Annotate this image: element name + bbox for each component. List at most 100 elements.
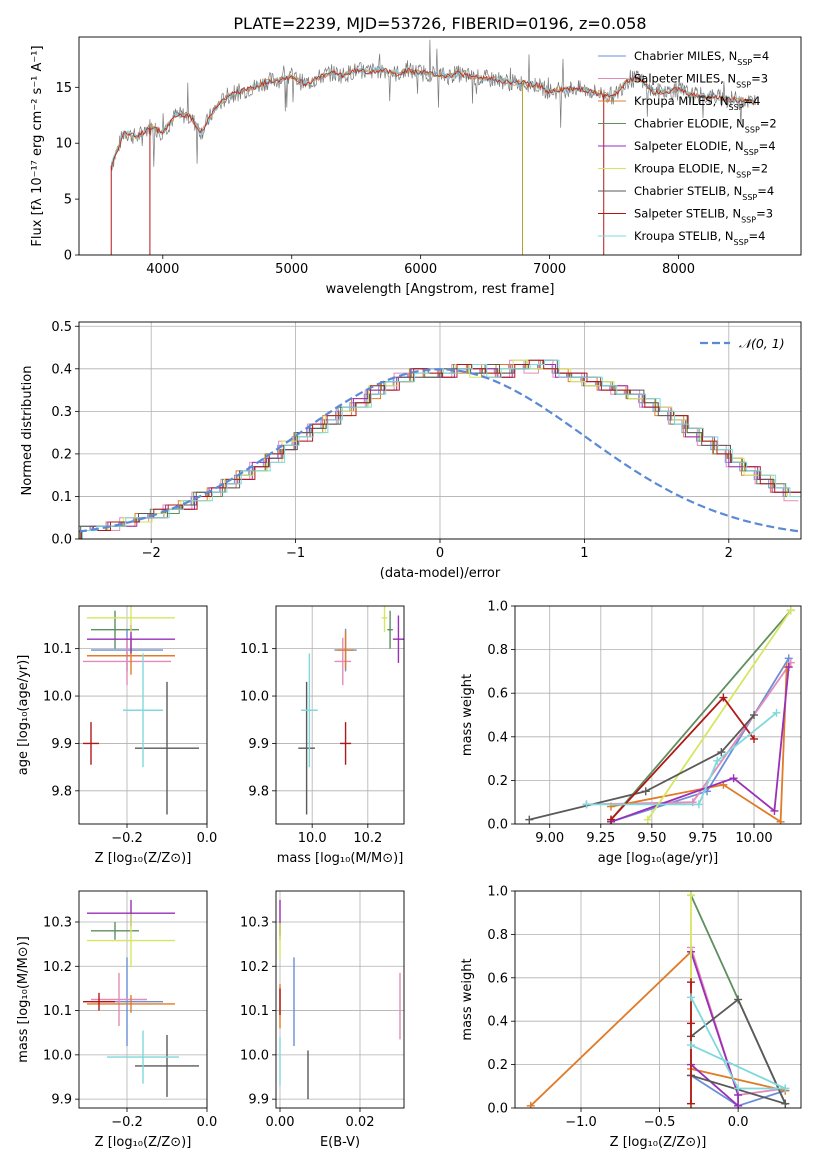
panel-mass-vs-Z: −0.2 0.0 9.9 10.0 10.1 10.2 10.3 Z [log₁₀(Z/Z⊙)… bbox=[16, 890, 218, 1150]
model-spectrum bbox=[110, 67, 757, 167]
data-point bbox=[123, 653, 163, 768]
model-spectrum bbox=[111, 67, 757, 165]
y-tick-label: 5 bbox=[64, 193, 72, 208]
y-tick-label: 9.9 bbox=[51, 737, 72, 752]
axes-frame bbox=[514, 605, 802, 825]
panel-mass-vs-EBV: 0.00 0.02 9.9 10.0 10.1 10.2 10.3 E(B-V) bbox=[240, 890, 405, 1150]
series-marker bbox=[643, 815, 652, 824]
y-tick-label: 10.3 bbox=[240, 916, 269, 931]
legend-entry: 𝒩(0, 1) bbox=[739, 336, 785, 351]
data-point bbox=[91, 972, 147, 1027]
x-tick-label: 9.00 bbox=[535, 831, 564, 846]
x-tick-label: 10.00 bbox=[735, 831, 772, 846]
panel-spectrum: 4000 5000 6000 7000 8000 0 5 10 15 Chabrier MILES… bbox=[30, 36, 802, 297]
y-tick-label: 0.8 bbox=[487, 928, 508, 943]
data-point bbox=[334, 637, 352, 686]
panel-age-vs-mass: 10.0 10.2 9.8 9.9 10.0 10.1 mass [log₁₀(M/M⊙)] bbox=[240, 605, 405, 866]
x-tick-label: 10.2 bbox=[353, 831, 382, 846]
observed-spectrum bbox=[110, 39, 756, 171]
y-tick-label: 0 bbox=[64, 249, 72, 264]
y-tick-label: 10.1 bbox=[43, 1004, 72, 1019]
x-axis-label: Z [log₁₀(Z/Z⊙)] bbox=[95, 1135, 192, 1150]
x-tick-label: −1.0 bbox=[565, 1115, 597, 1130]
y-tick-label: 0.5 bbox=[51, 320, 72, 335]
series-marker bbox=[781, 1084, 790, 1093]
x-tick-label: 8000 bbox=[662, 262, 695, 277]
y-axis-label: Normed distribution bbox=[20, 366, 35, 496]
y-tick-label: 10.1 bbox=[240, 1004, 269, 1019]
legend-entry: Chabrier MILES, NSSP=4 bbox=[634, 49, 769, 67]
y-tick-label: 0.0 bbox=[51, 533, 72, 548]
y-tick-label: 0.4 bbox=[51, 362, 72, 377]
data-point bbox=[135, 681, 199, 815]
y-tick-label: 0.4 bbox=[487, 730, 508, 745]
panel-weight-vs-Z: −1.0 −0.5 0.0 0.0 0.2 0.4 0.6 0.8 1.0 Z [log₁₀(Z/… bbox=[460, 885, 802, 1150]
legend-entry: Chabrier ELODIE, NSSP=2 bbox=[634, 117, 777, 135]
y-tick-label: 0.1 bbox=[51, 490, 72, 505]
series-marker bbox=[687, 1041, 695, 1050]
legend-entry: Salpeter ELODIE, NSSP=4 bbox=[634, 139, 776, 157]
series-marker bbox=[734, 1084, 743, 1093]
x-axis-label: age [log₁₀(age/yr)] bbox=[598, 851, 719, 866]
data-point bbox=[340, 722, 352, 765]
figure-title: PLATE=2239, MJD=53726, FIBERID=0196, z=0… bbox=[233, 14, 646, 33]
series-marker bbox=[687, 891, 695, 900]
panel-weight-vs-age: 9.00 9.25 9.50 9.75 10.00 0.0 0.2 0.4 0.6 0.8 1.0 a… bbox=[460, 600, 802, 866]
axes-frame bbox=[275, 890, 405, 1109]
weight-series-line bbox=[586, 712, 778, 806]
series-marker bbox=[784, 663, 793, 672]
x-tick-label: 0.0 bbox=[197, 1115, 218, 1130]
series-marker bbox=[776, 817, 785, 824]
x-tick-label: 1 bbox=[580, 546, 588, 561]
y-tick-label: 9.8 bbox=[51, 784, 72, 799]
x-tick-label: 9.50 bbox=[637, 831, 666, 846]
series-marker bbox=[750, 711, 759, 719]
panel-residuals: −2 −1 0 1 2 0.0 0.1 0.2 0.3 0.4 0.5 𝒩(0, 1) (data-mo… bbox=[20, 320, 802, 581]
series-marker bbox=[687, 1019, 695, 1028]
y-tick-label: 15 bbox=[55, 81, 72, 96]
x-tick-label: 7000 bbox=[533, 262, 566, 277]
legend-entry: Chabrier STELIB, NSSP=4 bbox=[634, 184, 774, 202]
data-point bbox=[83, 637, 171, 686]
x-tick-label: −1 bbox=[286, 546, 305, 561]
x-tick-label: 0 bbox=[436, 546, 444, 561]
axes-frame bbox=[275, 605, 405, 825]
data-point bbox=[337, 631, 354, 670]
legend-entry: Kroupa ELODIE, NSSP=2 bbox=[634, 162, 768, 180]
weight-series-line bbox=[690, 996, 786, 1090]
x-axis-label: E(B-V) bbox=[320, 1135, 360, 1150]
data-point bbox=[387, 610, 393, 649]
data-point bbox=[87, 914, 175, 968]
axes-frame bbox=[78, 36, 802, 256]
series-marker bbox=[713, 756, 722, 765]
series-marker bbox=[750, 734, 759, 743]
y-tick-label: 1.0 bbox=[487, 600, 508, 615]
data-point bbox=[392, 615, 404, 663]
weight-series-line bbox=[610, 609, 792, 821]
series-marker bbox=[770, 806, 779, 815]
series-marker bbox=[687, 1099, 695, 1108]
y-tick-label: 10 bbox=[55, 137, 72, 152]
series-marker bbox=[582, 800, 591, 809]
y-tick-label: 0.4 bbox=[487, 1015, 508, 1030]
residual-histogram bbox=[82, 359, 801, 539]
y-axis-label: Flux [fλ 10⁻¹⁷ erg cm⁻² s⁻¹ A⁻¹] bbox=[30, 45, 45, 246]
series-marker bbox=[719, 693, 728, 702]
y-tick-label: 10.0 bbox=[43, 1048, 72, 1063]
series-marker bbox=[781, 1099, 790, 1108]
x-tick-label: 0.02 bbox=[346, 1115, 375, 1130]
weight-series-line bbox=[610, 666, 790, 823]
y-tick-label: 10.1 bbox=[240, 642, 269, 657]
weight-series-line bbox=[610, 666, 788, 824]
y-tick-label: 10.1 bbox=[43, 642, 72, 657]
x-tick-label: 2 bbox=[725, 546, 733, 561]
y-tick-label: 9.9 bbox=[51, 1093, 72, 1108]
series-marker bbox=[786, 658, 795, 667]
axes-frame bbox=[78, 321, 802, 540]
y-tick-label: 9.8 bbox=[248, 784, 269, 799]
legend-entry: Salpeter STELIB, NSSP=3 bbox=[634, 207, 773, 225]
series-marker bbox=[694, 800, 703, 809]
legend-entry: Salpeter MILES, NSSP=3 bbox=[634, 72, 768, 90]
y-tick-label: 0.2 bbox=[487, 1058, 508, 1073]
